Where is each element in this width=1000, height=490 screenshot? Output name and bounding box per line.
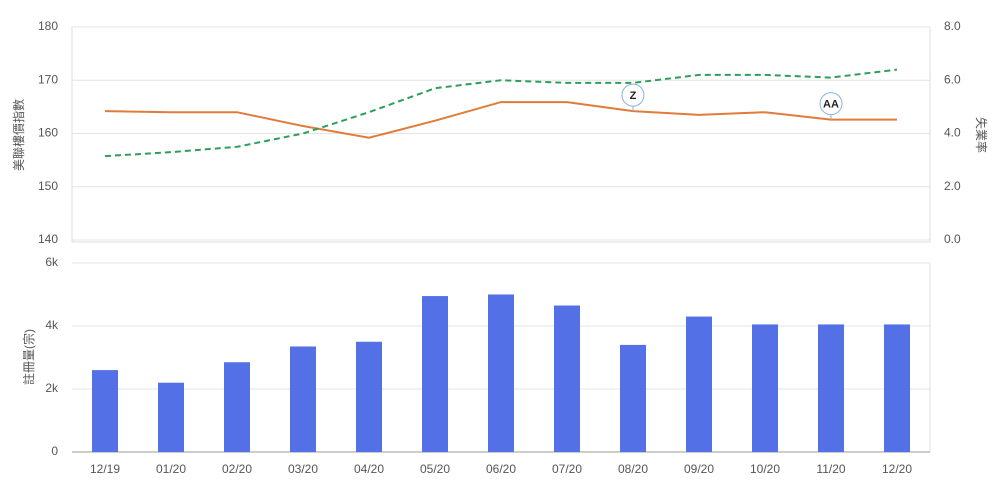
x-tick-label: 02/20 [222,462,252,476]
bar [290,346,316,452]
bar [92,370,118,452]
bar [752,324,778,452]
annotation-label: Z [630,90,637,102]
bar [158,382,184,452]
y-tick-label: 2k [45,381,59,395]
bar [818,324,844,452]
y2-tick-label: 0.0 [944,232,961,246]
x-tick-label: 12/19 [90,462,120,476]
y-tick-label: 180 [38,19,58,33]
bar [224,362,250,452]
x-tick-label: 07/20 [552,462,582,476]
y2-tick-label: 4.0 [944,126,961,140]
y-tick-label: 140 [38,232,58,246]
annotation: AA [819,92,843,120]
x-tick-label: 06/20 [486,462,516,476]
annotation-flag [819,92,843,116]
y-tick-label: 170 [38,72,58,86]
x-tick-label: 08/20 [618,462,648,476]
y2-axis-title: 失業率 [974,117,989,153]
x-tick-label: 09/20 [684,462,714,476]
x-tick-label: 04/20 [354,462,384,476]
x-tick-label: 01/20 [156,462,186,476]
y2-tick-label: 8.0 [944,19,961,33]
top-panel-frame [71,26,931,243]
annotation-flag [621,83,645,107]
x-tick-label: 10/20 [750,462,780,476]
bar [356,341,382,452]
y-tick-label: 0 [51,444,58,458]
x-tick-label: 05/20 [420,462,450,476]
y-tick-label: 160 [38,126,58,140]
y-axis-title: 註冊量(宗) [21,329,36,385]
y-tick-label: 6k [45,255,59,269]
bar [620,344,646,452]
bar [686,316,712,452]
y-tick-label: 4k [45,318,59,332]
x-tick-label: 11/20 [816,462,845,476]
x-tick-label: 03/20 [288,462,318,476]
bar [554,305,580,452]
annotation: Z [621,83,645,112]
annotation-label: AA [823,99,839,111]
bar [488,294,514,452]
y2-tick-label: 6.0 [944,72,961,86]
line-series [104,68,898,158]
bar [422,296,448,452]
y-axis-title: 美聯樓價指數 [11,99,26,171]
y-tick-label: 150 [38,179,58,193]
y2-tick-label: 2.0 [944,179,961,193]
x-tick-label: 12/20 [882,462,912,476]
line-series [104,101,897,139]
bar [884,324,910,452]
